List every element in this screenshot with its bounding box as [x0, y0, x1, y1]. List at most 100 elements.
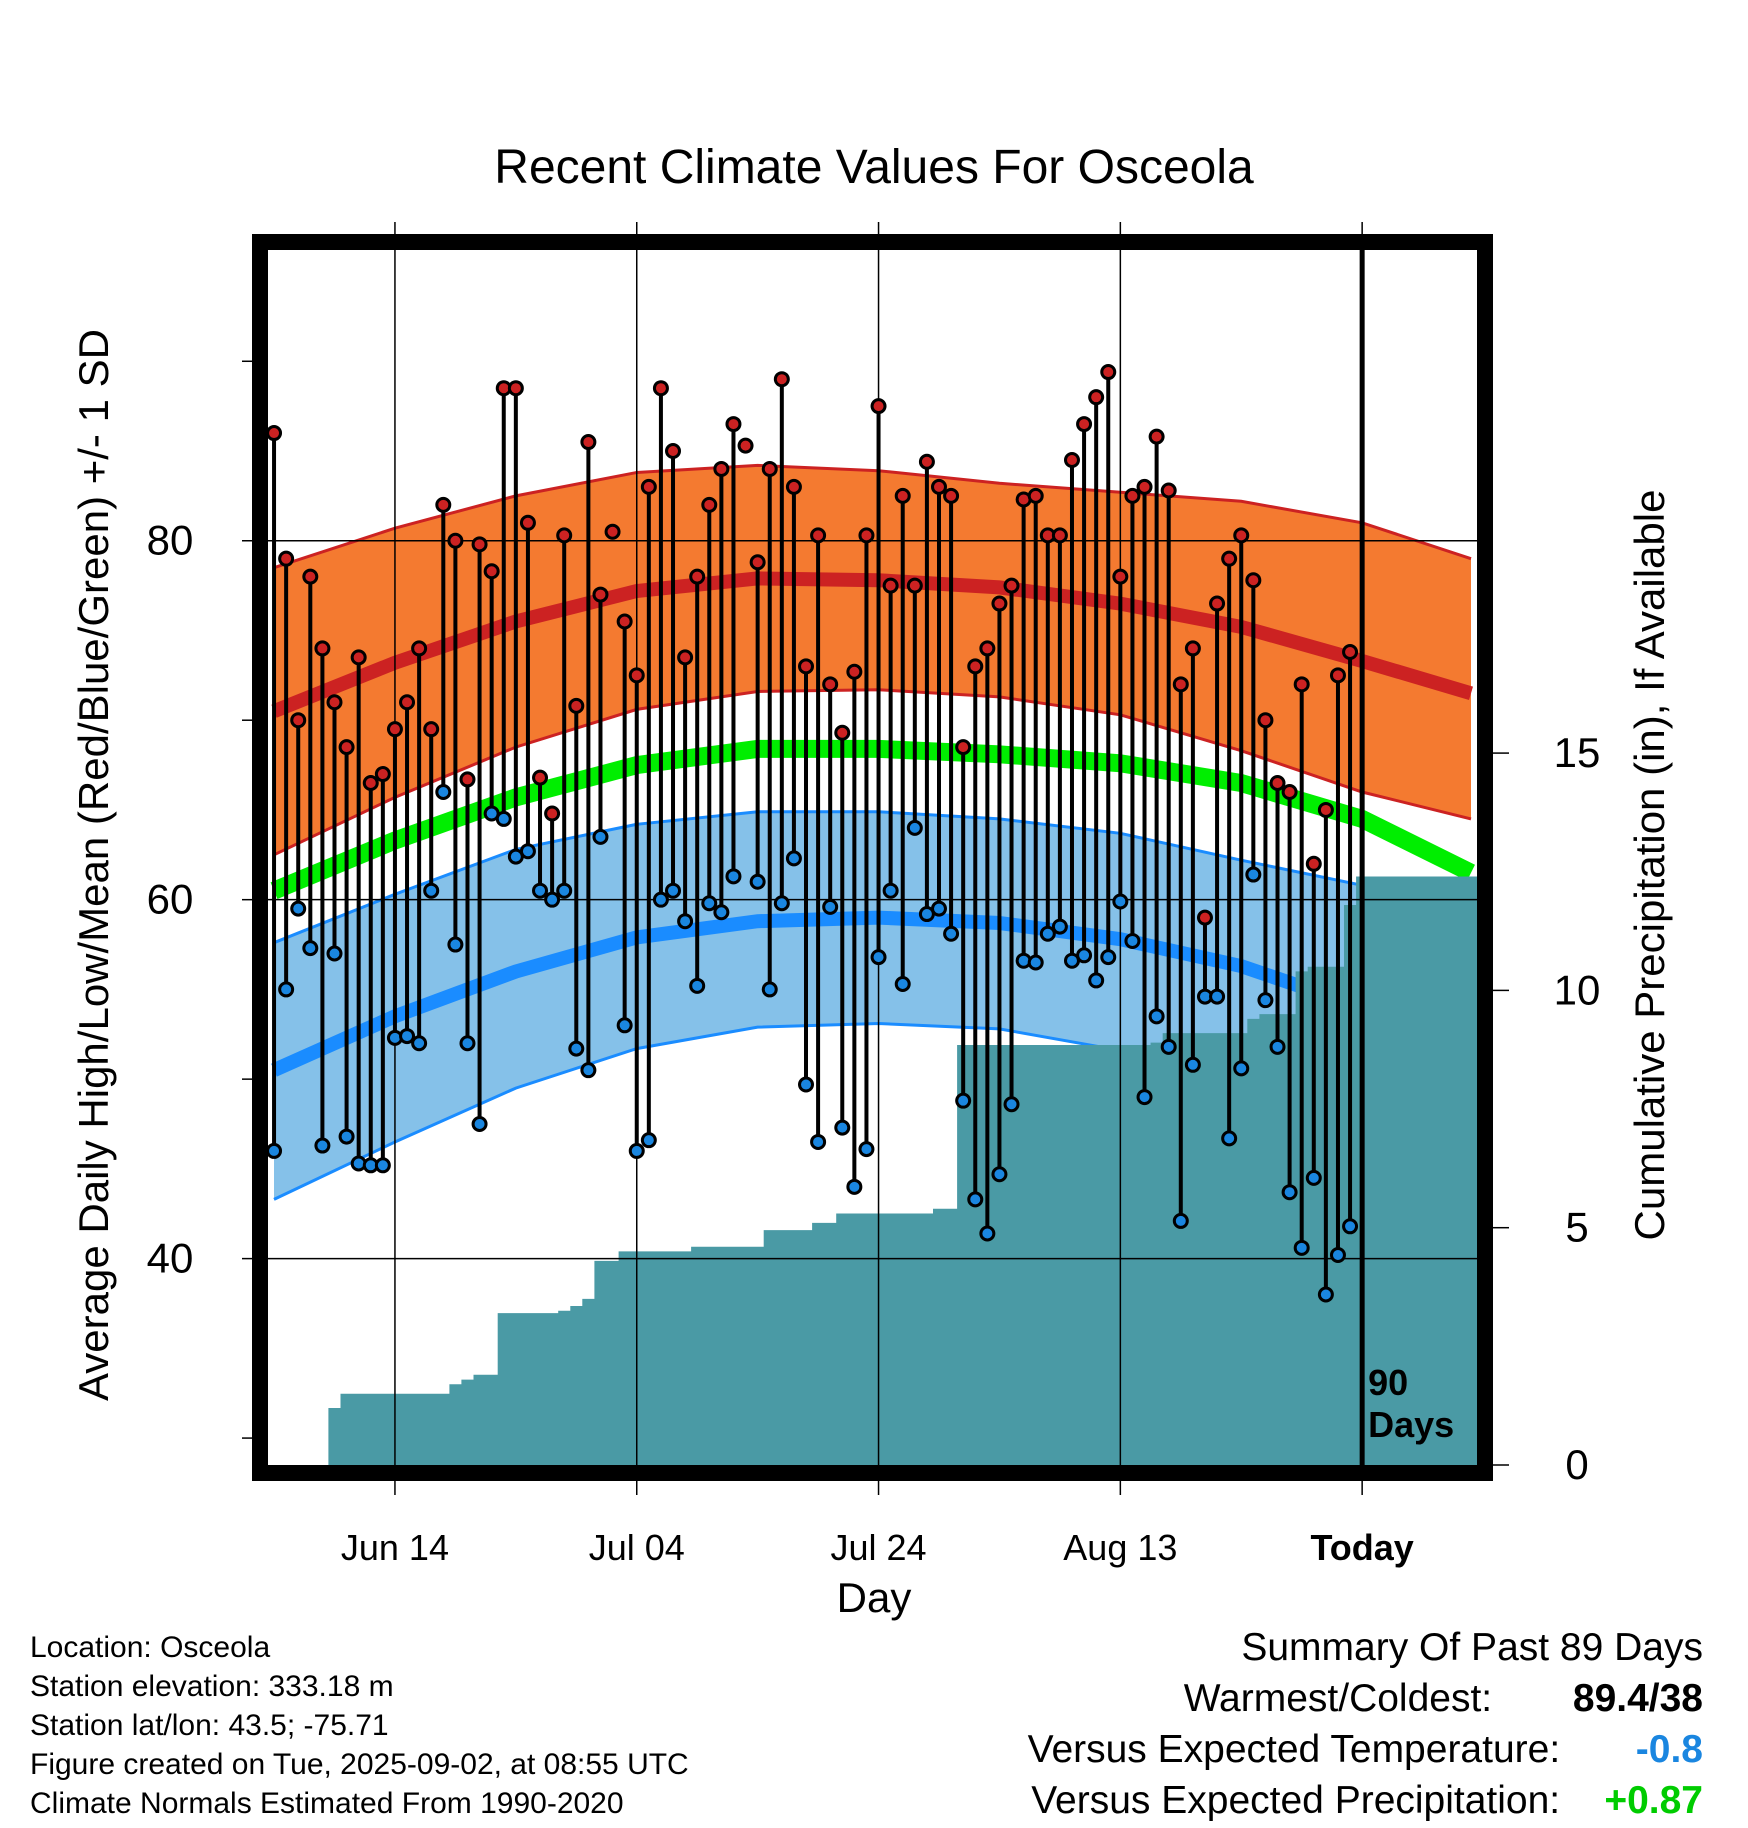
- daily-high-point: [1027, 487, 1044, 504]
- daily-high-point: [616, 613, 633, 630]
- daily-low-point: [1172, 1212, 1189, 1229]
- daily-low-point: [1136, 1089, 1153, 1106]
- daily-high-point: [665, 443, 682, 460]
- daily-high-point: [737, 437, 754, 454]
- daily-high-point: [773, 371, 790, 388]
- daily-low-point: [1329, 1247, 1346, 1264]
- y2-tick-label: 10: [1554, 966, 1601, 1013]
- daily-low-point: [268, 1142, 283, 1159]
- summary-heading: Summary Of Past 89 Days: [1241, 1626, 1703, 1669]
- daily-low-point: [495, 810, 512, 827]
- daily-low-point: [785, 850, 802, 867]
- daily-high-point: [278, 550, 295, 567]
- high-normal-band: [274, 465, 1471, 855]
- daily-high-point: [1221, 550, 1238, 567]
- daily-high-point: [1342, 644, 1359, 661]
- daily-low-point: [640, 1132, 657, 1149]
- daily-low-point: [1112, 893, 1129, 910]
- daily-low-point: [761, 981, 778, 998]
- daily-low-point: [713, 904, 730, 921]
- daily-low-point: [556, 882, 573, 899]
- daily-high-point: [580, 434, 597, 451]
- daily-low-point: [882, 882, 899, 899]
- daily-high-point: [725, 416, 742, 433]
- daily-high-point: [314, 640, 331, 657]
- daily-high-point: [1184, 640, 1201, 657]
- daily-high-point: [1317, 801, 1334, 818]
- daily-high-point: [1063, 451, 1080, 468]
- daily-low-point: [979, 1225, 996, 1242]
- daily-low-point: [423, 882, 440, 899]
- daily-high-point: [386, 721, 403, 738]
- info-latlon: Station lat/lon: 43.5; -75.71: [30, 1709, 389, 1742]
- daily-low-point: [967, 1191, 984, 1208]
- daily-low-point: [955, 1092, 972, 1109]
- x-tick-label: Jun 14: [341, 1527, 449, 1568]
- daily-high-point: [1051, 527, 1068, 544]
- y2-tick-label: 5: [1565, 1204, 1588, 1251]
- daily-low-point: [1257, 992, 1274, 1009]
- daily-high-point: [338, 739, 355, 756]
- daily-high-point: [785, 478, 802, 495]
- info-elevation: Station elevation: 333.18 m: [30, 1670, 394, 1703]
- y-tick-label: 60: [147, 876, 194, 923]
- daily-high-point: [1076, 416, 1093, 433]
- precip-anomaly-label: Versus Expected Precipitation:: [1031, 1779, 1561, 1822]
- daily-low-point: [411, 1035, 428, 1052]
- daily-high-point: [979, 640, 996, 657]
- daily-high-point: [918, 453, 935, 470]
- daily-high-point: [471, 536, 488, 553]
- daily-high-point: [374, 766, 391, 783]
- daily-low-point: [326, 945, 343, 962]
- daily-low-point: [616, 1017, 633, 1034]
- daily-low-point: [580, 1062, 597, 1079]
- daily-low-point: [471, 1116, 488, 1133]
- daily-low-point: [665, 882, 682, 899]
- daily-low-point: [943, 925, 960, 942]
- daily-high-point: [399, 694, 416, 711]
- daily-low-point: [870, 949, 887, 966]
- plot-area: 90 Days 40 60 80 0 5 10 15 Jun 14 Jul 04 Jul 24 Aug …: [147, 222, 1601, 1568]
- x-tick-label: Today: [1310, 1527, 1413, 1568]
- daily-low-point: [1027, 954, 1044, 971]
- daily-high-point: [822, 676, 839, 693]
- x-tick-label: Jul 24: [831, 1527, 927, 1568]
- daily-high-point: [459, 771, 476, 788]
- daily-high-point: [1148, 428, 1165, 445]
- daily-low-point: [1209, 988, 1226, 1005]
- warmest-coldest-value: 89.4/38: [1572, 1677, 1703, 1720]
- daily-high-point: [689, 568, 706, 585]
- chart-title: Recent Climate Values For Osceola: [494, 141, 1254, 194]
- daily-high-point: [302, 568, 319, 585]
- daily-high-point: [568, 697, 585, 714]
- daily-high-point: [1293, 676, 1310, 693]
- daily-high-point: [1136, 478, 1153, 495]
- x-tick-label: Aug 13: [1063, 1527, 1177, 1568]
- daily-low-point: [725, 868, 742, 885]
- daily-low-point: [1269, 1038, 1286, 1055]
- daily-high-point: [713, 460, 730, 477]
- daily-low-point: [1221, 1130, 1238, 1147]
- daily-high-point: [1329, 667, 1346, 684]
- daily-high-point: [991, 595, 1008, 612]
- daily-low-point: [1124, 932, 1141, 949]
- daily-high-point: [870, 398, 887, 415]
- daily-high-point: [362, 775, 379, 792]
- daily-high-point: [1305, 855, 1322, 872]
- daily-high-point: [943, 487, 960, 504]
- daily-high-point: [1112, 568, 1129, 585]
- daily-low-point: [991, 1166, 1008, 1183]
- y-axis-label: Average Daily High/Low/Mean (Red/Blue/Gr…: [70, 329, 117, 1401]
- info-location: Location: Osceola: [30, 1631, 271, 1664]
- daily-low-point: [1088, 972, 1105, 989]
- daily-high-point: [1196, 909, 1213, 926]
- daily-low-point: [374, 1157, 391, 1174]
- daily-low-point: [930, 900, 947, 917]
- daily-low-point: [1076, 947, 1093, 964]
- daily-low-point: [1281, 1184, 1298, 1201]
- precip-anomaly-value: +0.87: [1604, 1779, 1703, 1822]
- daily-low-point: [628, 1142, 645, 1159]
- daily-low-point: [302, 940, 319, 957]
- daily-low-point: [399, 1028, 416, 1045]
- daily-low-point: [290, 900, 307, 917]
